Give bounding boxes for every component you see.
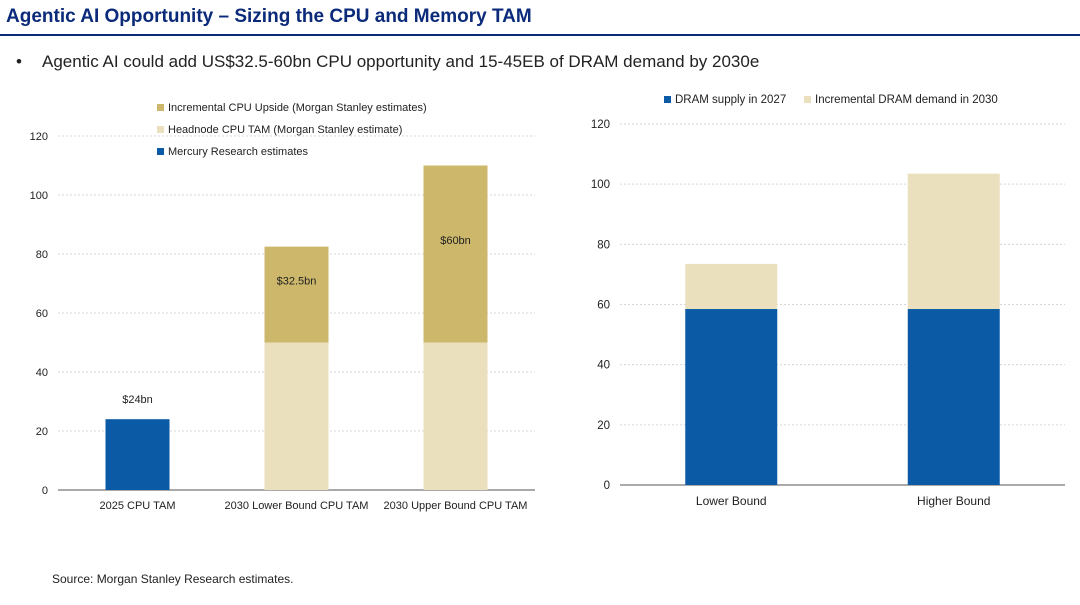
- cpu-legend-label: Incremental CPU Upside (Morgan Stanley e…: [168, 102, 427, 114]
- cpu-legend-swatch: [157, 126, 164, 133]
- cpu-tam-chart: 0 20 40 60 80 100 120 2025 CPU TAM 2030 Lower Bo…: [30, 102, 535, 512]
- dram-x-tick-label: Higher Bound: [917, 494, 990, 508]
- cpu-y-tick-label: 80: [36, 249, 48, 261]
- cpu-bar-segment: [423, 165, 488, 343]
- title-divider: [0, 34, 1080, 36]
- dram-y-tick-label: 40: [597, 360, 610, 372]
- dram-bar-segment: [907, 309, 1000, 485]
- page-title: Agentic AI Opportunity – Sizing the CPU …: [6, 6, 532, 27]
- dram-bar-segment: [907, 173, 1000, 310]
- dram-bar-segment: [685, 263, 778, 310]
- dram-x-tick-label: Lower Bound: [696, 494, 767, 508]
- cpu-legend-swatch: [157, 104, 164, 111]
- cpu-y-tick-label: 60: [36, 308, 48, 320]
- dram-bar-segment: [685, 309, 778, 485]
- cpu-x-tick-label: 2030 Lower Bound CPU TAM: [225, 500, 369, 512]
- cpu-y-tick-label: 120: [30, 131, 48, 143]
- cpu-y-tick-label: 0: [42, 485, 48, 497]
- cpu-legend-label: Mercury Research estimates: [168, 146, 308, 158]
- dram-legend-swatch: [664, 96, 671, 103]
- cpu-bar-segment: [423, 342, 488, 490]
- bullet-point: • Agentic AI could add US$32.5-60bn CPU o…: [16, 52, 759, 72]
- dram-legend-swatch: [804, 96, 811, 103]
- cpu-legend-label: Headnode CPU TAM (Morgan Stanley estimat…: [168, 124, 402, 136]
- dram-y-tick-label: 20: [597, 420, 610, 432]
- cpu-data-label: $32.5bn: [277, 276, 317, 288]
- cpu-bar-segment: [264, 246, 329, 343]
- dram-demand-chart: 0 20 40 60 80 100 120 Lower Bound Higher Bound DR…: [591, 94, 1065, 508]
- cpu-y-tick-label: 20: [36, 426, 48, 438]
- dram-y-tick-label: 100: [591, 179, 610, 191]
- cpu-legend-swatch: [157, 148, 164, 155]
- cpu-x-tick-label: 2030 Upper Bound CPU TAM: [384, 500, 528, 512]
- cpu-y-tick-label: 40: [36, 367, 48, 379]
- source-note: Source: Morgan Stanley Research estimate…: [52, 572, 294, 586]
- dram-y-tick-label: 0: [604, 480, 610, 492]
- cpu-data-label: $60bn: [440, 235, 471, 247]
- cpu-bar-segment: [264, 342, 329, 490]
- dram-y-tick-label: 80: [597, 239, 610, 251]
- cpu-data-label: $24bn: [122, 394, 153, 406]
- dram-legend-label: DRAM supply in 2027: [675, 94, 786, 106]
- cpu-bar-segment: [105, 419, 170, 490]
- bullet-text: Agentic AI could add US$32.5-60bn CPU op…: [42, 52, 760, 71]
- cpu-x-tick-label: 2025 CPU TAM: [99, 500, 175, 512]
- dram-y-tick-label: 60: [597, 300, 610, 312]
- dram-legend-label: Incremental DRAM demand in 2030: [815, 94, 998, 106]
- bullet-symbol: •: [16, 52, 22, 71]
- cpu-y-tick-label: 100: [30, 190, 48, 202]
- dram-y-tick-label: 120: [591, 119, 610, 131]
